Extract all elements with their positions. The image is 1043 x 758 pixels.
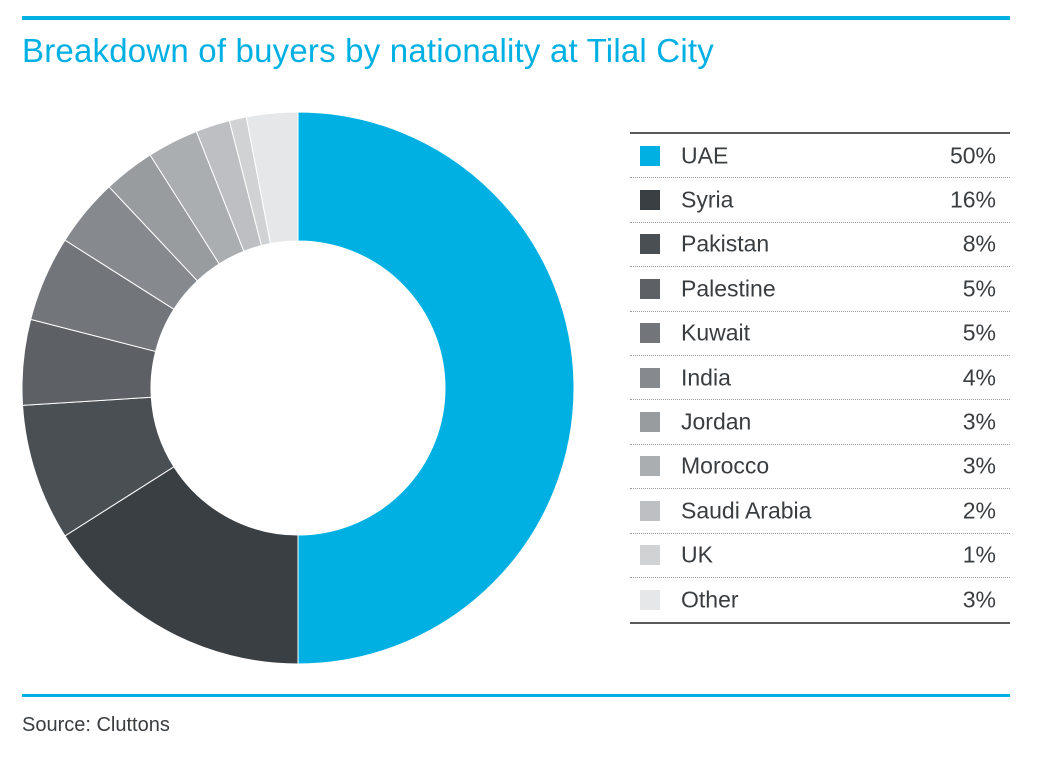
legend-swatch [640, 590, 660, 611]
legend-value: 4% [962, 364, 996, 391]
legend-swatch [640, 545, 660, 566]
legend-item-uk: UK 1% [630, 534, 1010, 578]
slice-other [245, 111, 299, 245]
legend-label: Pakistan [681, 230, 770, 257]
bottom-accent-rule [22, 694, 1010, 697]
legend-value: 5% [962, 275, 996, 302]
legend-value: 3% [962, 452, 996, 479]
legend-label: Kuwait [681, 319, 751, 346]
legend-item-saudi-arabia: Saudi Arabia 2% [630, 489, 1010, 534]
slice-syria [64, 466, 299, 665]
legend-swatch [640, 145, 660, 166]
legend-swatch [640, 367, 660, 388]
legend-item-syria: Syria 16% [630, 178, 1010, 223]
legend-label: India [681, 364, 731, 391]
legend-swatch [640, 234, 660, 255]
legend-item-pakistan: Pakistan 8% [630, 223, 1010, 268]
legend-item-palestine: Palestine 5% [630, 267, 1010, 312]
legend-item-india: India 4% [630, 356, 1010, 401]
legend-item-morocco: Morocco 3% [630, 445, 1010, 490]
donut-chart [21, 111, 575, 665]
top-accent-rule [22, 16, 1010, 20]
legend-swatch [640, 323, 660, 344]
legend-value: 1% [962, 541, 996, 568]
legend-swatch [640, 190, 660, 211]
legend-swatch [640, 500, 660, 521]
legend-label: Palestine [681, 275, 776, 302]
legend-value: 3% [962, 408, 996, 435]
legend-value: 3% [962, 586, 996, 613]
legend-label: Morocco [681, 452, 770, 479]
legend-item-uae: UAE 50% [630, 134, 1010, 179]
legend-item-kuwait: Kuwait 5% [630, 312, 1010, 356]
legend-label: UK [681, 541, 713, 568]
legend-value: 2% [962, 497, 996, 524]
legend-swatch [640, 412, 660, 433]
legend-value: 50% [949, 142, 996, 169]
legend-item-other: Other 3% [630, 578, 1010, 622]
legend-value: 5% [962, 319, 996, 346]
source-note: Source: Cluttons [22, 714, 170, 736]
legend-item-jordan: Jordan 3% [630, 400, 1010, 445]
chart-title: Breakdown of buyers by nationality at Ti… [22, 32, 714, 69]
legend-value: 16% [949, 186, 996, 213]
legend-value: 8% [962, 230, 996, 257]
legend-label: Jordan [681, 408, 752, 435]
chart-legend: UAE 50% Syria 16% Pakistan 8% Palestine 5% Kuwai… [630, 132, 1010, 625]
slice-uae [297, 111, 575, 665]
legend-label: Saudi Arabia [681, 497, 812, 524]
legend-label: Other [681, 586, 739, 613]
legend-label: UAE [681, 142, 729, 169]
legend-swatch [640, 456, 660, 477]
legend-label: Syria [681, 186, 734, 213]
legend-swatch [640, 278, 660, 299]
